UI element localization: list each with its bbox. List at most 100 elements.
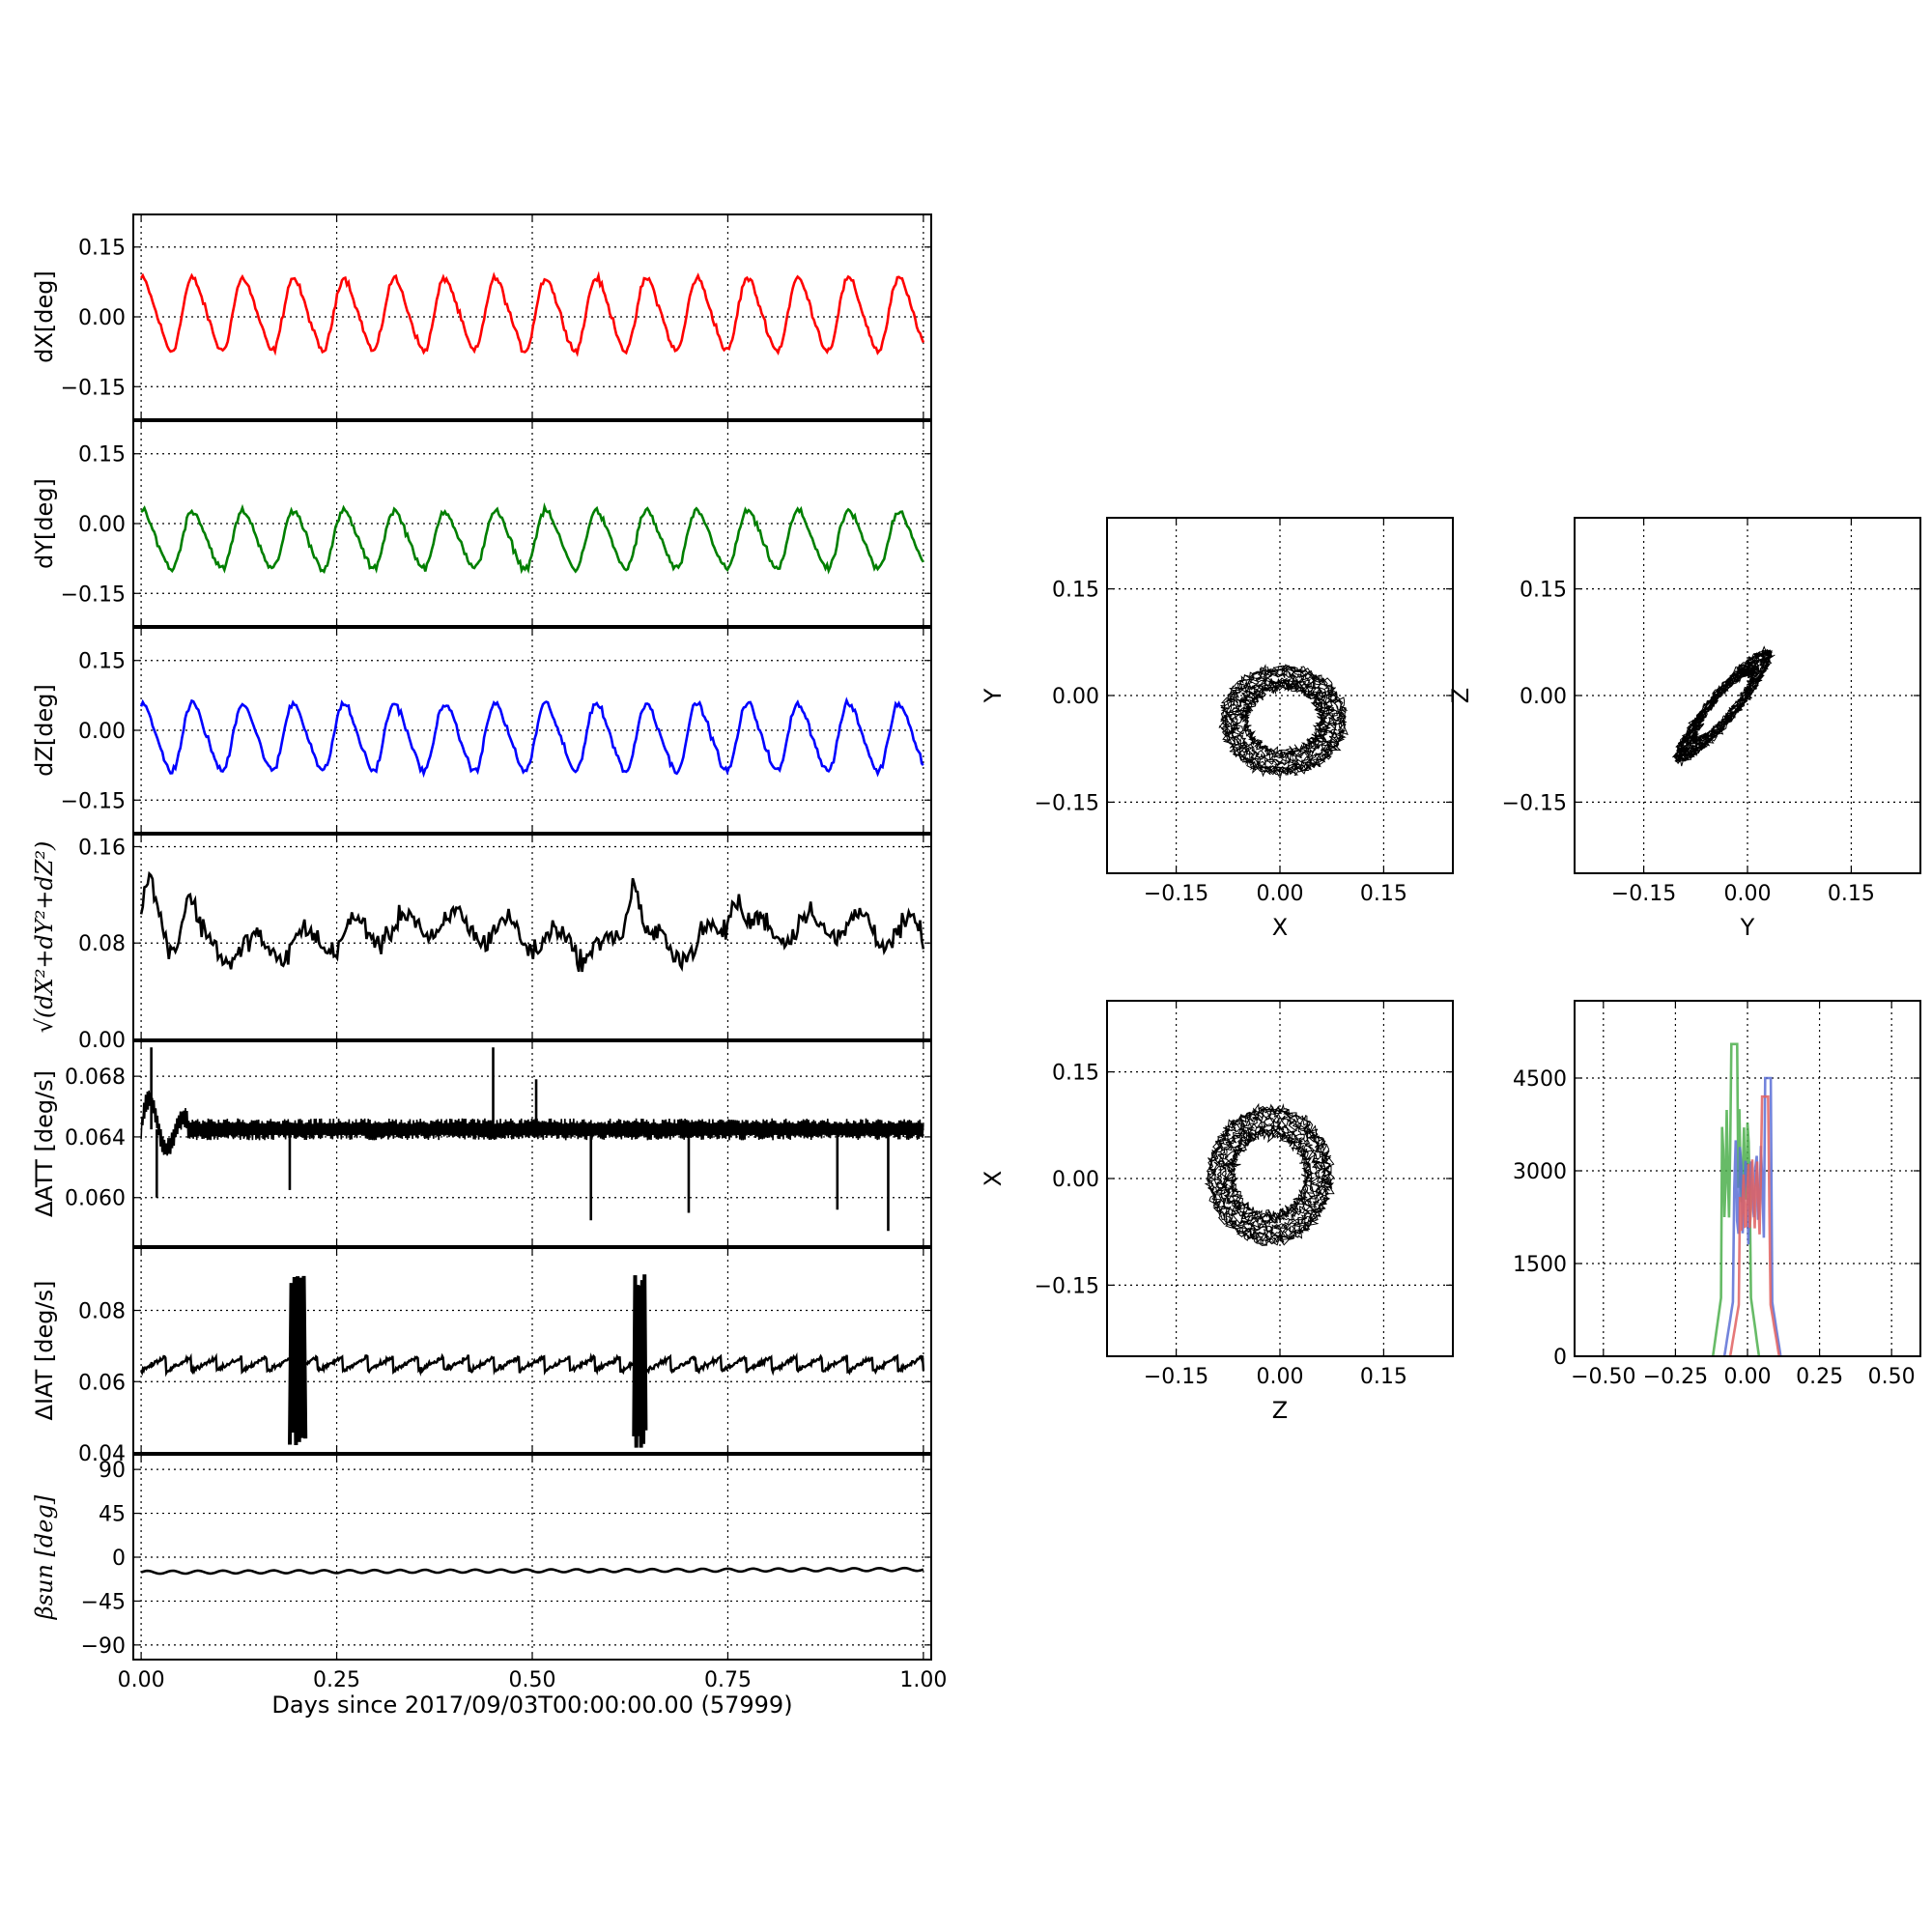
series-line-diat (140, 1351, 925, 1378)
figure-xlabel: Days since 2017/09/03T00:00:00.00 (57999… (271, 1691, 792, 1719)
x-tick-label: 0.15 (1360, 882, 1407, 906)
axes-frame (132, 1247, 932, 1454)
panel-xy: −0.15 0.00 0.15 −0.15 0.00 0.15 Y X (980, 517, 1454, 941)
y-tick-label: 0.15 (78, 237, 126, 261)
y-tick-label: 0.064 (65, 1126, 126, 1151)
trajectory-xy (1218, 664, 1349, 780)
panel-dr: 0.16 0.08 0.00 √(dX²+dY²+dZ²) (31, 834, 932, 1053)
series-line-datt (140, 1090, 924, 1156)
y-tick-label: 90 (99, 1459, 126, 1483)
x-tick-label: 0.25 (313, 1668, 360, 1692)
x-tick-label: 0.25 (1796, 1365, 1843, 1389)
x-tick-label: −0.15 (1611, 882, 1676, 906)
x-tick-label: 0.00 (1257, 1365, 1304, 1389)
y-tick-label: 0.00 (1052, 685, 1099, 709)
y-axis-label: Y (980, 688, 1007, 703)
x-tick-label: 0.00 (1724, 1365, 1772, 1389)
y-axis-label: ΔIAT [deg/s] (31, 1281, 58, 1421)
x-axis-label: X (1272, 914, 1288, 941)
series-line-dy (140, 501, 924, 575)
panel-beta: 90 45 0 −45 −90 0.00 0.25 0.50 0.75 1.00 βsun [deg… (31, 1454, 947, 1692)
x-tick-label: 0.50 (1868, 1365, 1916, 1389)
axes-frame (132, 1040, 932, 1247)
y-axis-label: βsun [deg] (31, 1494, 58, 1620)
y-tick-label: 0.068 (65, 1065, 126, 1090)
series-line-dr (139, 870, 925, 973)
trajectory-yz (1672, 645, 1776, 767)
y-tick-label: 0.08 (78, 932, 126, 956)
x-tick-label: 0.00 (1257, 882, 1304, 906)
axes-frame (1574, 517, 1921, 874)
y-tick-label: 4500 (1513, 1067, 1567, 1092)
y-tick-label: −0.15 (1502, 791, 1567, 815)
histogram-series-2 (1728, 1094, 1781, 1356)
y-tick-label: 0.00 (1520, 685, 1567, 709)
y-tick-label: 0.00 (78, 513, 126, 537)
panel-diat: 0.08 0.06 0.04 ΔIAT [deg/s] (31, 1247, 932, 1466)
y-tick-label: 3000 (1513, 1160, 1567, 1184)
y-tick-label: −0.15 (1035, 791, 1099, 815)
x-tick-label: −0.15 (1144, 1365, 1208, 1389)
y-tick-label: 0.15 (1052, 579, 1099, 603)
y-tick-label: 0.16 (78, 836, 126, 860)
x-tick-label: 0.15 (1828, 882, 1875, 906)
y-tick-label: 0.04 (78, 1442, 126, 1466)
axes-frame (132, 213, 932, 420)
y-tick-label: 0.00 (1052, 1168, 1099, 1192)
axes-frame (1574, 1000, 1921, 1357)
x-tick-label: 0.00 (1724, 882, 1772, 906)
y-tick-label: 0.00 (78, 720, 126, 744)
y-axis-label: dX[deg] (31, 270, 58, 363)
x-tick-label: 1.00 (899, 1668, 947, 1692)
panel-hist: 0 1500 3000 4500 −0.50 −0.25 0.00 0.25 0.50 (1513, 1000, 1921, 1389)
y-tick-label: −45 (81, 1590, 126, 1614)
x-tick-label: 0.75 (704, 1668, 752, 1692)
panels: 0.150.00−0.15dX[deg]0.150.00−0.15dY[deg]… (31, 213, 1921, 1692)
x-tick-label: −0.50 (1571, 1365, 1635, 1389)
y-axis-label: dY[deg] (31, 478, 58, 569)
x-axis-label: Y (1740, 914, 1755, 941)
x-tick-label: −0.25 (1643, 1365, 1708, 1389)
y-tick-label: 0.15 (78, 650, 126, 674)
y-tick-label: 45 (99, 1503, 126, 1527)
x-tick-label: 0.15 (1360, 1365, 1407, 1389)
y-tick-label: −0.15 (1035, 1274, 1099, 1298)
panel-datt: 0.068 0.064 0.060 ΔATT [deg/s] (31, 1040, 932, 1247)
axes-frame (132, 834, 932, 1040)
y-tick-label: 0.15 (1052, 1062, 1099, 1086)
x-axis-label: Z (1272, 1397, 1288, 1424)
histogram-series-0 (1711, 1042, 1761, 1356)
histogram-series-1 (1722, 1076, 1782, 1356)
y-tick-label: 0.060 (65, 1187, 126, 1211)
y-tick-label: −0.15 (61, 582, 126, 607)
y-tick-label: 0.15 (1520, 579, 1567, 603)
axes-frame (1106, 517, 1454, 874)
panel-zx: −0.15 0.00 0.15 −0.15 0.00 0.15 X Z (980, 1000, 1454, 1424)
y-tick-label: 0.06 (78, 1371, 126, 1395)
y-tick-label: 0.00 (78, 1029, 126, 1053)
axes-frame (132, 627, 932, 834)
series-line-dx (139, 270, 925, 357)
y-tick-label: 0 (1553, 1346, 1567, 1370)
series-line-dz (139, 696, 924, 779)
x-tick-label: 0.00 (118, 1668, 165, 1692)
series-line-beta (140, 1566, 924, 1576)
y-tick-label: −90 (81, 1634, 126, 1659)
y-tick-label: 0.15 (78, 443, 126, 468)
axes-frame (132, 420, 932, 627)
y-tick-label: 0.08 (78, 1300, 126, 1324)
y-axis-label: X (980, 1171, 1007, 1186)
burst-mark (632, 1274, 648, 1448)
trajectory-zx (1204, 1102, 1335, 1246)
y-tick-label: −0.15 (61, 376, 126, 400)
y-axis-label: Z (1447, 688, 1474, 703)
panel-yz: −0.15 0.00 0.15 −0.15 0.00 0.15 Z Y (1447, 517, 1921, 941)
y-tick-label: −0.15 (61, 789, 126, 813)
x-tick-label: −0.15 (1144, 882, 1208, 906)
y-tick-label: 1500 (1513, 1253, 1567, 1277)
